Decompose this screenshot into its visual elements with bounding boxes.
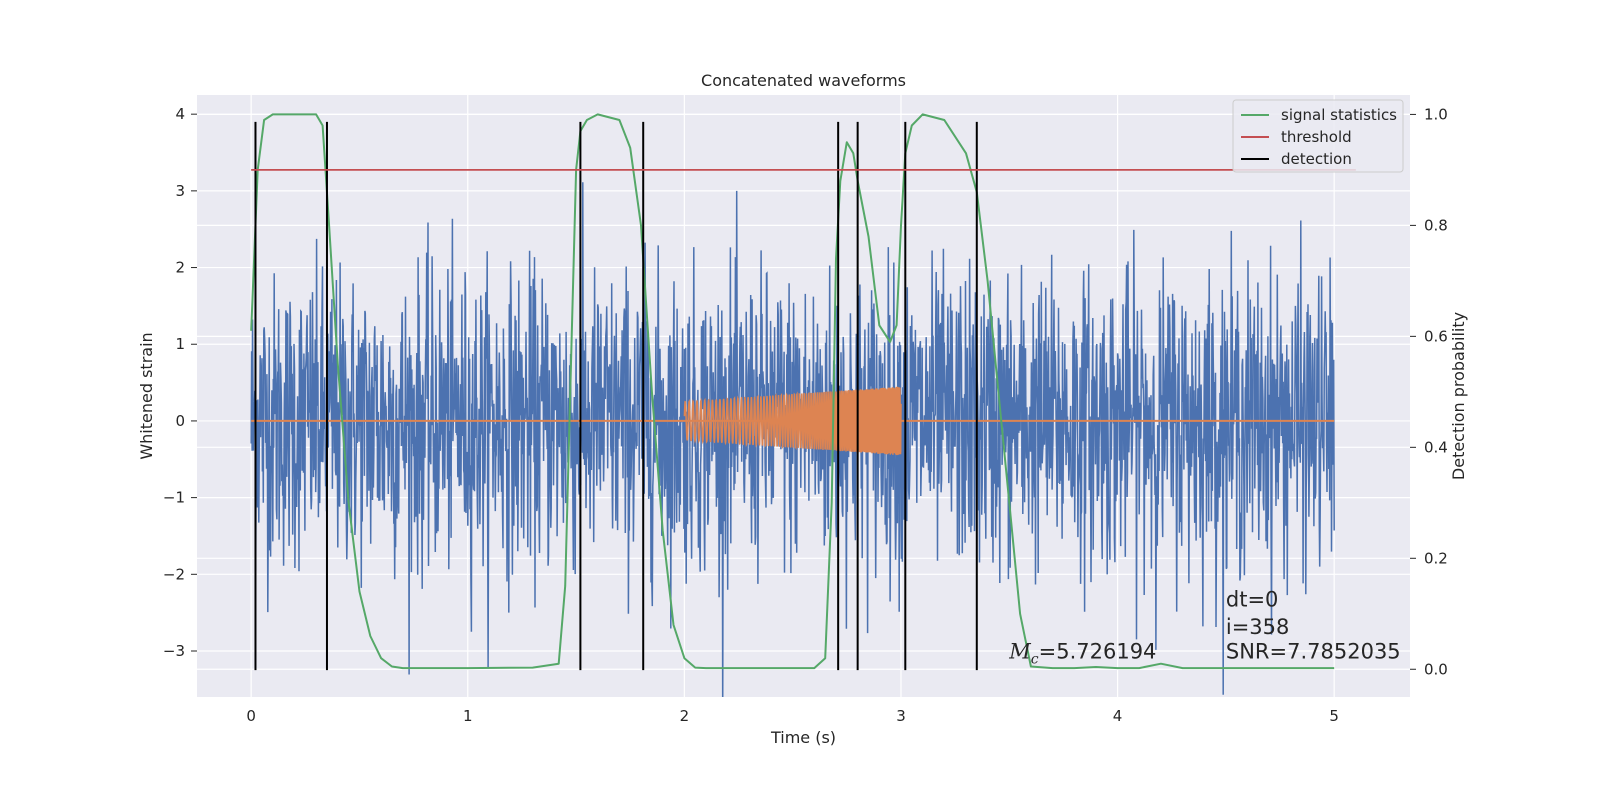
y2-tick-label: 0.2 [1424, 549, 1448, 567]
y2-tick-label: 1.0 [1424, 105, 1448, 123]
x-tick-label: 1 [463, 707, 473, 725]
y2-axis-label: Detection probability [1449, 312, 1468, 480]
x-tick-label: 5 [1329, 707, 1339, 725]
annotation-text: SNR=7.7852035 [1226, 640, 1401, 664]
series-template-chirp [683, 386, 902, 456]
annotation-text: dt=0 [1226, 588, 1279, 612]
x-tick-label: 3 [896, 707, 906, 725]
right-axis-ticks: 0.0 0.2 0.4 0.6 0.8 1.0 [1410, 105, 1448, 678]
x-axis-ticks: 0 1 2 3 4 5 [246, 707, 1339, 725]
y-tick-label: 4 [175, 105, 185, 123]
legend: signal statistics threshold detection [1232, 99, 1404, 173]
y-tick-label: 1 [175, 335, 185, 353]
series-whitened-strain [250, 182, 1335, 697]
legend-label: signal statistics [1281, 106, 1397, 124]
plot-content [250, 113, 1335, 697]
x-tick-label: 2 [680, 707, 690, 725]
legend-box [1232, 99, 1404, 173]
annotation-text: Mc=5.726194 [1008, 640, 1156, 668]
x-tick-label: 4 [1113, 707, 1123, 725]
y2-tick-label: 0.4 [1424, 438, 1448, 456]
y-tick-label: −3 [163, 642, 185, 660]
y-tick-label: −1 [163, 489, 185, 507]
legend-label: threshold [1281, 128, 1352, 146]
left-axis-ticks: −3 −2 −1 0 1 2 3 4 [163, 105, 197, 660]
y-tick-label: 3 [175, 182, 185, 200]
series-signal-statistics [250, 113, 1335, 670]
y2-tick-label: 0.8 [1424, 216, 1448, 234]
annotation-text: i=358 [1226, 615, 1290, 639]
y2-tick-label: 0.0 [1424, 660, 1448, 678]
y-tick-label: 0 [175, 412, 185, 430]
y-axis-label: Whitened strain [137, 332, 156, 459]
y2-tick-label: 0.6 [1424, 327, 1448, 345]
y-tick-label: 2 [175, 259, 185, 277]
data-layer [250, 113, 1335, 697]
x-tick-label: 0 [246, 707, 256, 725]
chart-title: Concatenated waveforms [701, 71, 906, 90]
x-axis-label: Time (s) [770, 728, 836, 747]
y-tick-label: −2 [163, 565, 185, 583]
legend-label: detection [1281, 150, 1352, 168]
